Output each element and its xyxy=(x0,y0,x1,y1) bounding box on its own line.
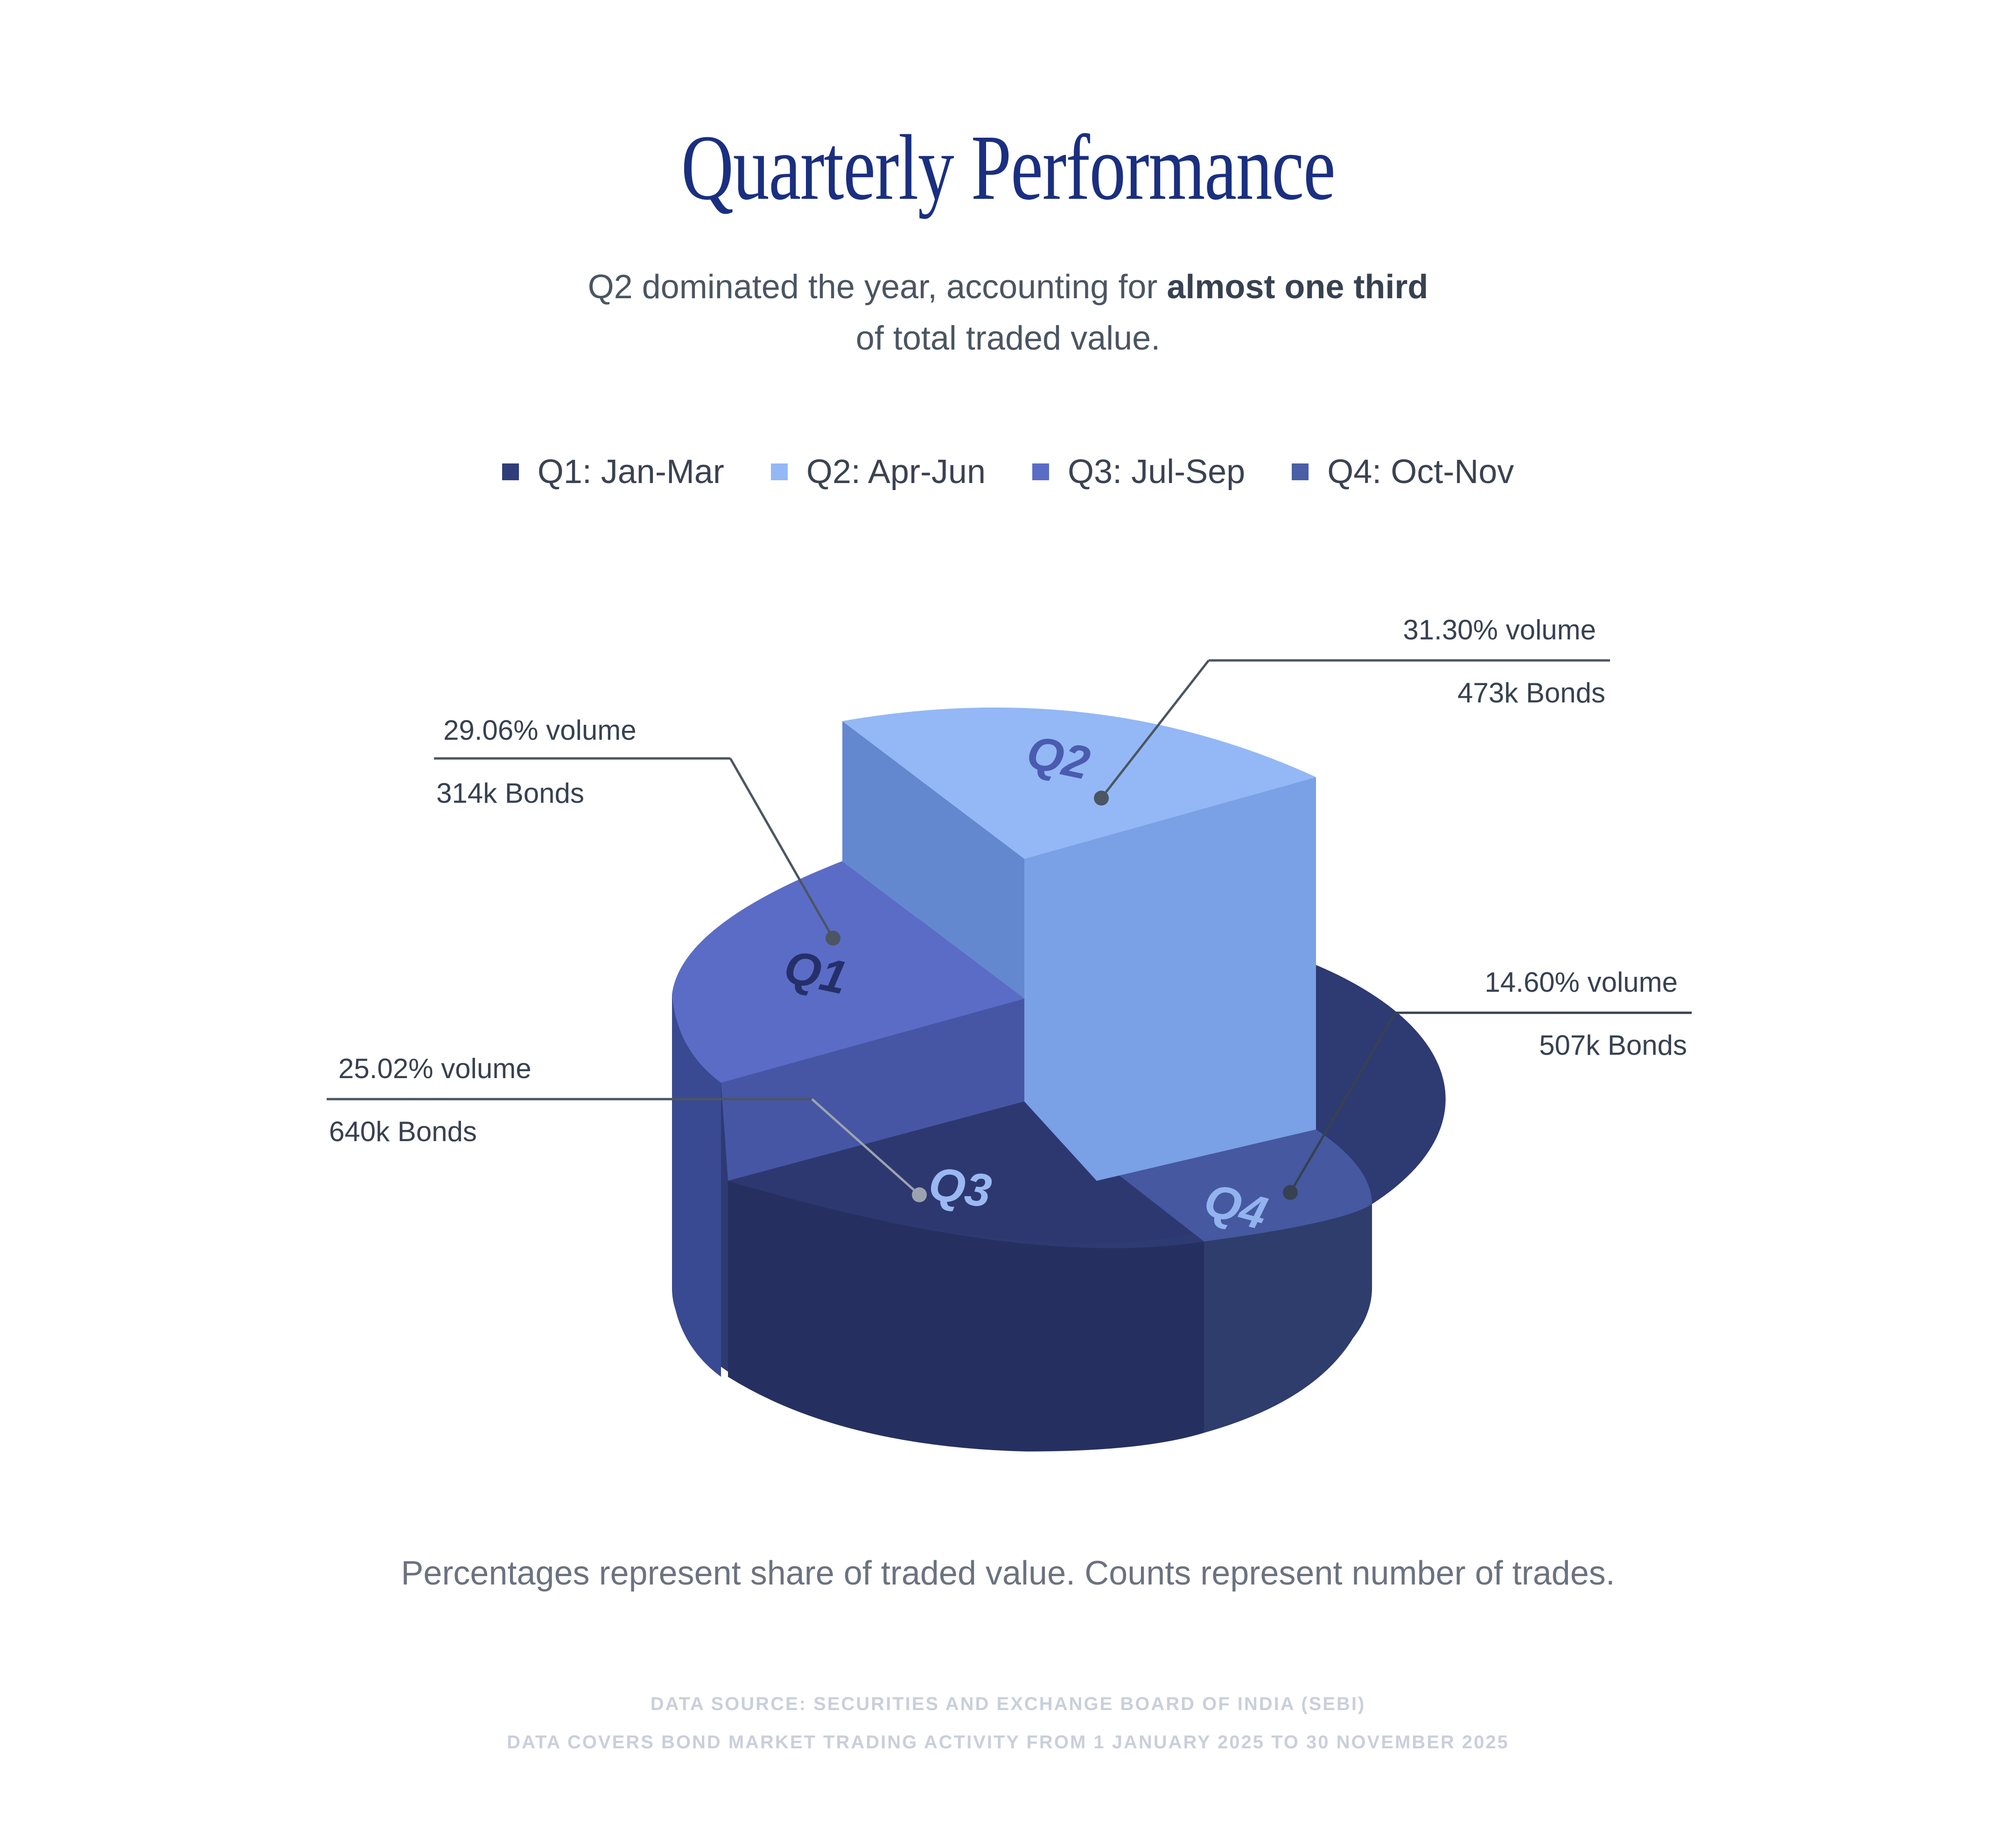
q4-side-face xyxy=(1204,1204,1372,1433)
page-title: Quarterly Performance xyxy=(681,116,1336,219)
callout-bonds-q1: 314k Bonds xyxy=(436,778,584,809)
subtitle-text-line2: of total traded value. xyxy=(855,320,1161,357)
slice-q3 xyxy=(728,1101,1204,1243)
legend-swatch-q2 xyxy=(770,463,788,480)
legend-item-q1: Q1: Jan-Mar xyxy=(502,453,724,491)
legend-swatch-q4 xyxy=(1292,463,1309,480)
callout-dot-q4 xyxy=(1283,1185,1298,1200)
legend-item-q2: Q2: Apr-Jun xyxy=(770,453,986,491)
q2-front-face xyxy=(1024,777,1316,1181)
slice-q2 xyxy=(842,707,1316,859)
callout-bonds-q2: 473k Bonds xyxy=(1457,677,1605,708)
chart-legend: Q1: Jan-Mar Q2: Apr-Jun Q3: Jul-Sep Q4: … xyxy=(0,453,2016,491)
callout-dot-q2 xyxy=(1094,791,1109,806)
callout-volume-q4: 14.60% volume xyxy=(1484,967,1678,998)
callout-leader-q4 xyxy=(1289,1012,1397,1193)
slice-label-q1: Q1 xyxy=(780,940,852,1004)
legend-swatch-q1 xyxy=(502,463,519,480)
legend-label-q4: Q4: Oct-Nov xyxy=(1327,453,1514,491)
callout-dot-q1 xyxy=(826,931,840,946)
source-line-1: DATA SOURCE: SECURITIES AND EXCHANGE BOA… xyxy=(650,1694,1366,1714)
q3-front-face xyxy=(728,1181,1204,1451)
callout-volume-q2: 31.30% volume xyxy=(1403,614,1596,645)
callout-leader-q3 xyxy=(811,1098,920,1196)
slice-q1 xyxy=(672,861,1024,1083)
callout-leader-q1 xyxy=(729,757,834,939)
legend-item-q4: Q4: Oct-Nov xyxy=(1292,453,1514,491)
q1-side-face xyxy=(672,994,721,1377)
slice-label-q2: Q2 xyxy=(1022,726,1094,790)
callout-volume-q3: 25.02% volume xyxy=(338,1053,532,1084)
callout-volume-q1: 29.06% volume xyxy=(443,715,637,746)
callout-bonds-q4: 507k Bonds xyxy=(1539,1030,1687,1061)
callout-dot-q3 xyxy=(912,1187,927,1202)
subtitle: Q2 dominated the year, accounting for al… xyxy=(0,261,2016,364)
chart-note: Percentages represent share of traded va… xyxy=(401,1555,1615,1592)
legend-swatch-q3 xyxy=(1032,463,1050,480)
subtitle-emphasis: almost one third xyxy=(1167,268,1428,306)
legend-label-q1: Q1: Jan-Mar xyxy=(537,453,724,491)
data-source: DATA SOURCE: SECURITIES AND EXCHANGE BOA… xyxy=(0,1685,2016,1761)
callout-leader-q2 xyxy=(1100,659,1210,799)
legend-item-q3: Q3: Jul-Sep xyxy=(1032,453,1245,491)
slice-label-q3: Q3 xyxy=(926,1157,995,1217)
q2-left-face xyxy=(842,721,1024,999)
legend-label-q3: Q3: Jul-Sep xyxy=(1068,453,1246,491)
legend-label-q2: Q2: Apr-Jun xyxy=(806,453,986,491)
q1-step-face xyxy=(721,999,1024,1181)
callout-bonds-q3: 640k Bonds xyxy=(329,1116,477,1147)
source-line-2: DATA COVERS BOND MARKET TRADING ACTIVITY… xyxy=(507,1732,1509,1753)
subtitle-text: Q2 dominated the year, accounting for xyxy=(588,268,1167,306)
